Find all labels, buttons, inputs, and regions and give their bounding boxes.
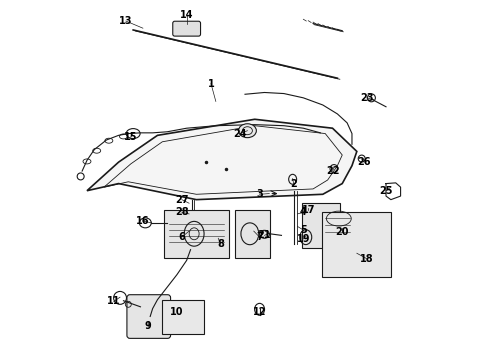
Text: 17: 17: [301, 205, 315, 215]
Text: 28: 28: [175, 207, 189, 217]
Text: 8: 8: [217, 239, 224, 249]
Text: 25: 25: [379, 186, 393, 196]
Text: 15: 15: [124, 132, 138, 142]
Text: 24: 24: [233, 129, 247, 139]
Text: 26: 26: [357, 157, 371, 167]
Text: 10: 10: [170, 307, 184, 317]
Text: 9: 9: [145, 321, 151, 332]
Text: 21: 21: [258, 230, 271, 240]
FancyBboxPatch shape: [235, 210, 270, 258]
Text: 19: 19: [296, 234, 310, 244]
Text: 13: 13: [119, 16, 133, 26]
Text: 27: 27: [175, 195, 189, 204]
Text: 7: 7: [256, 232, 263, 242]
FancyBboxPatch shape: [164, 210, 229, 258]
FancyBboxPatch shape: [302, 203, 340, 248]
Text: 2: 2: [290, 179, 297, 189]
Text: 6: 6: [178, 232, 185, 242]
Text: 5: 5: [300, 225, 307, 235]
Text: 16: 16: [136, 216, 149, 226]
Ellipse shape: [239, 124, 256, 138]
FancyBboxPatch shape: [127, 295, 171, 338]
Text: 18: 18: [360, 253, 373, 264]
Text: 14: 14: [180, 10, 194, 20]
FancyBboxPatch shape: [162, 300, 204, 334]
Text: 11: 11: [107, 296, 121, 306]
FancyBboxPatch shape: [173, 21, 200, 36]
Text: 23: 23: [360, 93, 373, 103]
Text: 3: 3: [256, 189, 263, 199]
Polygon shape: [87, 119, 357, 200]
Text: 1: 1: [208, 78, 214, 89]
Text: 4: 4: [300, 207, 307, 217]
FancyBboxPatch shape: [322, 212, 392, 276]
Text: 12: 12: [253, 307, 267, 317]
Text: 22: 22: [326, 166, 339, 176]
Text: 20: 20: [336, 227, 349, 237]
